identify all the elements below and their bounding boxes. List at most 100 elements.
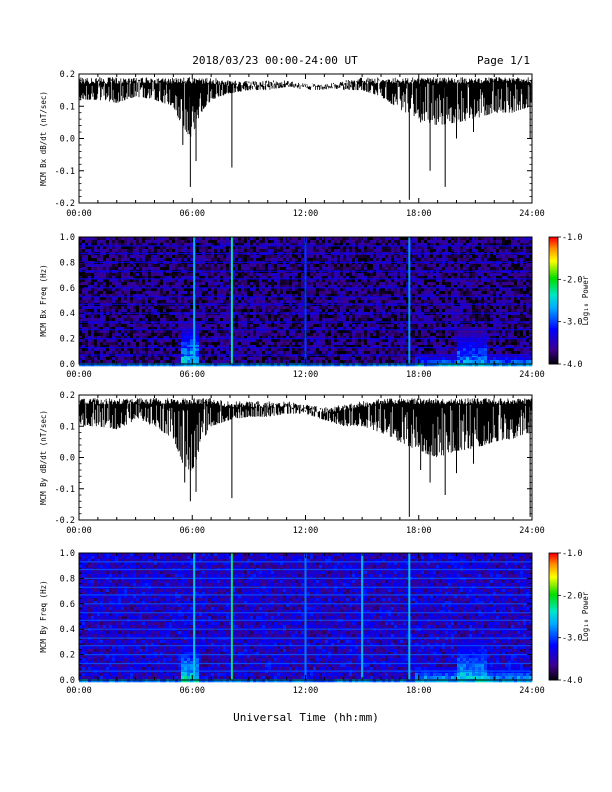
spectrogram-cell <box>175 315 179 319</box>
spectrogram-cell <box>286 330 290 334</box>
spectrogram-cell <box>181 348 185 352</box>
spectrogram-cell <box>313 348 317 352</box>
spectrogram-cell <box>136 327 140 331</box>
spectrogram-cell <box>367 360 371 364</box>
spectrogram-cell <box>139 285 143 289</box>
spectrogram-cell <box>79 300 83 304</box>
spectrogram-cell <box>277 348 281 352</box>
spectrogram-cell <box>163 351 167 355</box>
spectrogram-cell <box>373 264 377 268</box>
spectrogram-cell <box>397 351 401 355</box>
spectrogram-cell <box>79 285 83 289</box>
spectrogram-cell <box>394 351 398 355</box>
spectrogram-cell <box>217 351 221 355</box>
spectrogram-cell <box>166 297 170 301</box>
spectrogram-cell <box>181 285 185 289</box>
spectrogram-cell <box>328 300 332 304</box>
spectrogram-cell <box>259 267 263 271</box>
spectrogram-cell <box>259 243 263 247</box>
spectrogram-cell <box>400 357 404 361</box>
spectrogram-cell <box>268 345 272 349</box>
spectrogram-cell <box>226 246 230 250</box>
spectrogram-cell <box>226 360 230 364</box>
spectrogram-cell <box>385 306 389 310</box>
spectrogram-cell <box>115 291 119 295</box>
spectrogram-cell <box>181 306 185 310</box>
spectrogram-cell <box>331 243 335 247</box>
spectrogram-cell <box>136 324 140 328</box>
spectrogram-cell <box>358 348 362 352</box>
spectrogram-cell <box>172 300 176 304</box>
spectrogram-cell <box>94 333 98 337</box>
spectrogram-cell <box>217 285 221 289</box>
spectrogram-cell <box>358 330 362 334</box>
spectrogram-cell <box>166 306 170 310</box>
spectrogram-cell <box>211 237 215 241</box>
spectrogram-cell <box>157 363 161 367</box>
spectrogram-cell <box>397 258 401 262</box>
spectrogram-cell <box>370 363 374 367</box>
spectrogram-cell <box>196 285 200 289</box>
spectrogram-cell <box>148 237 152 241</box>
spectrogram-cell <box>391 279 395 283</box>
spectrogram-cell <box>223 291 227 295</box>
spectrogram-cell <box>214 345 218 349</box>
spectrogram-cell <box>280 360 284 364</box>
spectrogram-cell <box>301 240 305 244</box>
spectrogram-cell <box>406 339 410 343</box>
spectrogram-cell <box>298 258 302 262</box>
spectrogram-cell <box>289 351 293 355</box>
spectrogram-cell <box>382 276 386 280</box>
spectrogram-cell <box>295 258 299 262</box>
spectrogram-cell <box>151 357 155 361</box>
spectrogram-cell <box>82 360 86 364</box>
spectrogram-cell <box>367 237 371 241</box>
spectrogram-cell <box>97 357 101 361</box>
spectrogram-cell <box>103 315 107 319</box>
spectrogram-cell <box>385 333 389 337</box>
spectrogram-cell <box>415 255 419 259</box>
spectrogram-cell <box>79 309 83 313</box>
spectrogram-cell <box>214 360 218 364</box>
spectrogram-cell <box>196 360 200 364</box>
spectrogram-cell <box>370 288 374 292</box>
spectrogram-cell <box>364 279 368 283</box>
spectrogram-cell <box>175 279 179 283</box>
spectrogram-cell <box>166 294 170 298</box>
spectrogram-cell <box>292 285 296 289</box>
spectrogram-cell <box>340 351 344 355</box>
spectrogram-cell <box>253 330 257 334</box>
spectrogram-cell <box>364 363 368 367</box>
spectrogram-cell <box>409 294 413 298</box>
spectrogram-cell <box>388 279 392 283</box>
spectrogram-cell <box>190 294 194 298</box>
spectrogram-cell <box>367 246 371 250</box>
spectrogram-cell <box>157 264 161 268</box>
spectrogram-cell <box>115 315 119 319</box>
spectrogram-cell <box>301 297 305 301</box>
spectrogram-cell <box>127 351 131 355</box>
spectrogram-cell <box>190 339 194 343</box>
spectrogram-cell <box>82 330 86 334</box>
spectrogram-cell <box>211 279 215 283</box>
spectrogram-cell <box>118 348 122 352</box>
spectrogram-cell <box>400 294 404 298</box>
spectrogram-cell <box>313 267 317 271</box>
spectrogram-cell <box>388 333 392 337</box>
spectrogram-cell <box>268 351 272 355</box>
spectrogram-cell <box>211 348 215 352</box>
spectrogram-cell <box>286 306 290 310</box>
spectrogram-cell <box>412 273 416 277</box>
spectrogram-cell <box>82 249 86 253</box>
spectrogram-cell <box>298 342 302 346</box>
spectrogram-cell <box>79 339 83 343</box>
spectrogram-cell <box>235 255 239 259</box>
spectrogram-cell <box>181 297 185 301</box>
spectrogram-cell <box>190 249 194 253</box>
spectrogram-cell <box>337 258 341 262</box>
spectrogram-cell <box>295 246 299 250</box>
spectrogram-cell <box>151 273 155 277</box>
spectrogram-cell <box>235 282 239 286</box>
spectrogram-cell <box>361 315 365 319</box>
spectrogram-cell <box>112 267 116 271</box>
